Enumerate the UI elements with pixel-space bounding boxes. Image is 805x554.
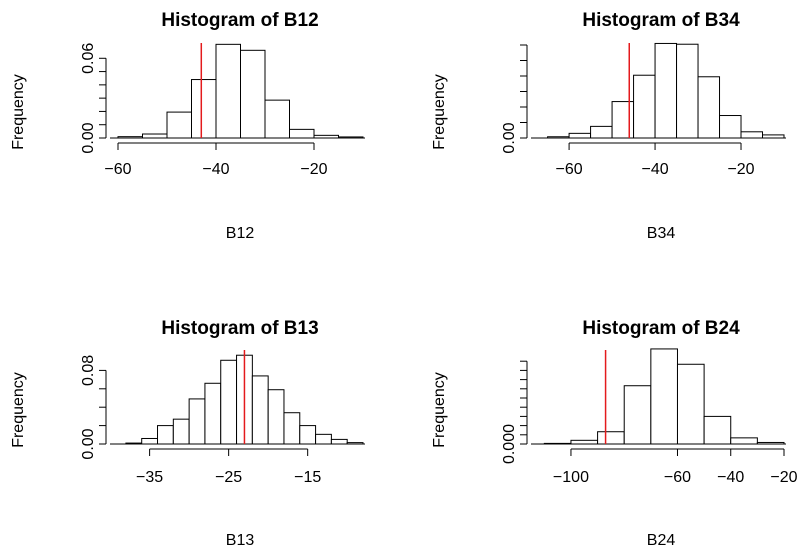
chart-title: Histogram of B13 xyxy=(161,318,318,339)
chart-title: Histogram of B12 xyxy=(161,10,318,31)
histogram-bar xyxy=(204,382,222,445)
histogram-bar xyxy=(756,441,785,445)
y-axis-label: Frequency xyxy=(10,74,27,150)
histogram-bar xyxy=(543,442,572,445)
histogram-bar xyxy=(220,359,238,445)
histogram-bar xyxy=(676,43,699,139)
y-tick-label: 0.00 xyxy=(80,122,97,153)
y-axis: 0.00 0.08 xyxy=(80,355,107,460)
y-axis: 0.000 xyxy=(501,360,528,464)
histogram-bar xyxy=(590,125,613,139)
histogram-bar xyxy=(730,437,758,445)
x-axis: −35 −25 −15 xyxy=(136,448,321,486)
panel-b13: Histogram of B13 Frequency B13 −35 −25 −15… xyxy=(10,318,365,549)
x-tick-label: −20 xyxy=(770,469,797,486)
histogram-bar xyxy=(719,115,742,139)
x-tick-label: −20 xyxy=(300,161,327,178)
histogram-bar xyxy=(283,412,301,445)
histogram-bar xyxy=(697,76,721,139)
histogram-bar xyxy=(264,99,290,139)
histogram-bar xyxy=(172,418,190,445)
histogram-bar xyxy=(633,74,656,139)
y-tick-label: 0.00 xyxy=(80,428,97,459)
histogram-bar xyxy=(188,398,206,445)
x-axis-label: B34 xyxy=(647,225,676,242)
x-tick-label: −20 xyxy=(727,161,754,178)
histogram-bar xyxy=(611,101,635,139)
y-axis: 0.00 xyxy=(501,44,528,154)
chart-title: Histogram of B34 xyxy=(582,10,740,31)
histogram-bar xyxy=(117,136,143,139)
histogram-bar xyxy=(313,134,339,139)
x-tick-label: −25 xyxy=(215,469,242,486)
histogram-bar xyxy=(315,433,332,445)
histogram-bar xyxy=(166,111,192,139)
histogram-bar xyxy=(762,134,785,139)
histogram-bar xyxy=(568,132,592,139)
histogram-bar xyxy=(703,415,732,445)
histogram-bar xyxy=(740,131,764,139)
x-tick-label: −60 xyxy=(556,161,583,178)
x-tick-label: −100 xyxy=(553,469,589,486)
x-axis: −60 −40 −20 xyxy=(104,142,328,178)
histogram-bar xyxy=(597,431,625,445)
x-axis-label: B13 xyxy=(226,532,255,549)
y-axis-label: Frequency xyxy=(431,74,448,150)
y-tick-label: 0.06 xyxy=(80,43,97,74)
histogram-bar xyxy=(338,136,364,139)
histogram-bar xyxy=(191,79,217,139)
panel-b12: Histogram of B12 Frequency B12 −60 −40 −20… xyxy=(10,10,365,242)
chart-title: Histogram of B24 xyxy=(582,318,740,339)
y-axis-label: Frequency xyxy=(431,372,448,448)
histogram-bar xyxy=(267,389,285,445)
y-tick-label: 0.000 xyxy=(501,424,518,464)
x-axis: −100 −60 −40 −20 xyxy=(553,448,798,486)
histogram-bar xyxy=(125,442,143,445)
x-tick-label: −40 xyxy=(641,161,668,178)
histogram-bar xyxy=(346,442,364,445)
histogram-bar xyxy=(650,348,678,445)
histogram-bar xyxy=(142,133,168,139)
histogram-bar xyxy=(547,136,570,139)
histogram-bar xyxy=(251,375,269,445)
histogram-bar xyxy=(676,363,705,445)
bars-group xyxy=(110,354,365,445)
histogram-bar xyxy=(157,425,174,445)
histogram-bar xyxy=(240,49,266,139)
histogram-bar xyxy=(654,42,678,139)
panel-b24: Histogram of B24 Frequency B24 −100 −60 −4… xyxy=(431,318,798,549)
x-tick-label: −60 xyxy=(104,161,131,178)
x-tick-label: −35 xyxy=(136,469,163,486)
histogram-bar xyxy=(289,128,315,139)
x-tick-label: −40 xyxy=(717,469,744,486)
histogram-bar xyxy=(623,385,652,445)
x-tick-label: −40 xyxy=(202,161,229,178)
bars-group xyxy=(110,43,365,139)
bars-group xyxy=(531,42,786,139)
histogram-bar xyxy=(299,425,317,445)
histogram-bar xyxy=(330,438,348,445)
histogram-bar xyxy=(141,437,159,445)
x-tick-label: −15 xyxy=(294,469,321,486)
y-tick-label: 0.08 xyxy=(80,355,97,386)
histogram-bar xyxy=(215,43,241,139)
x-axis-label: B24 xyxy=(647,532,676,549)
y-axis-label: Frequency xyxy=(10,372,27,448)
x-axis: −60 −40 −20 xyxy=(556,142,755,178)
panel-b34: Histogram of B34 Frequency B34 −60 −40 −20… xyxy=(431,10,786,242)
x-axis-label: B12 xyxy=(226,225,255,242)
y-tick-label: 0.00 xyxy=(501,122,518,153)
histogram-bar xyxy=(570,439,599,445)
x-tick-label: −60 xyxy=(664,469,691,486)
bars-group xyxy=(531,348,786,445)
y-axis: 0.00 0.06 xyxy=(80,43,107,154)
